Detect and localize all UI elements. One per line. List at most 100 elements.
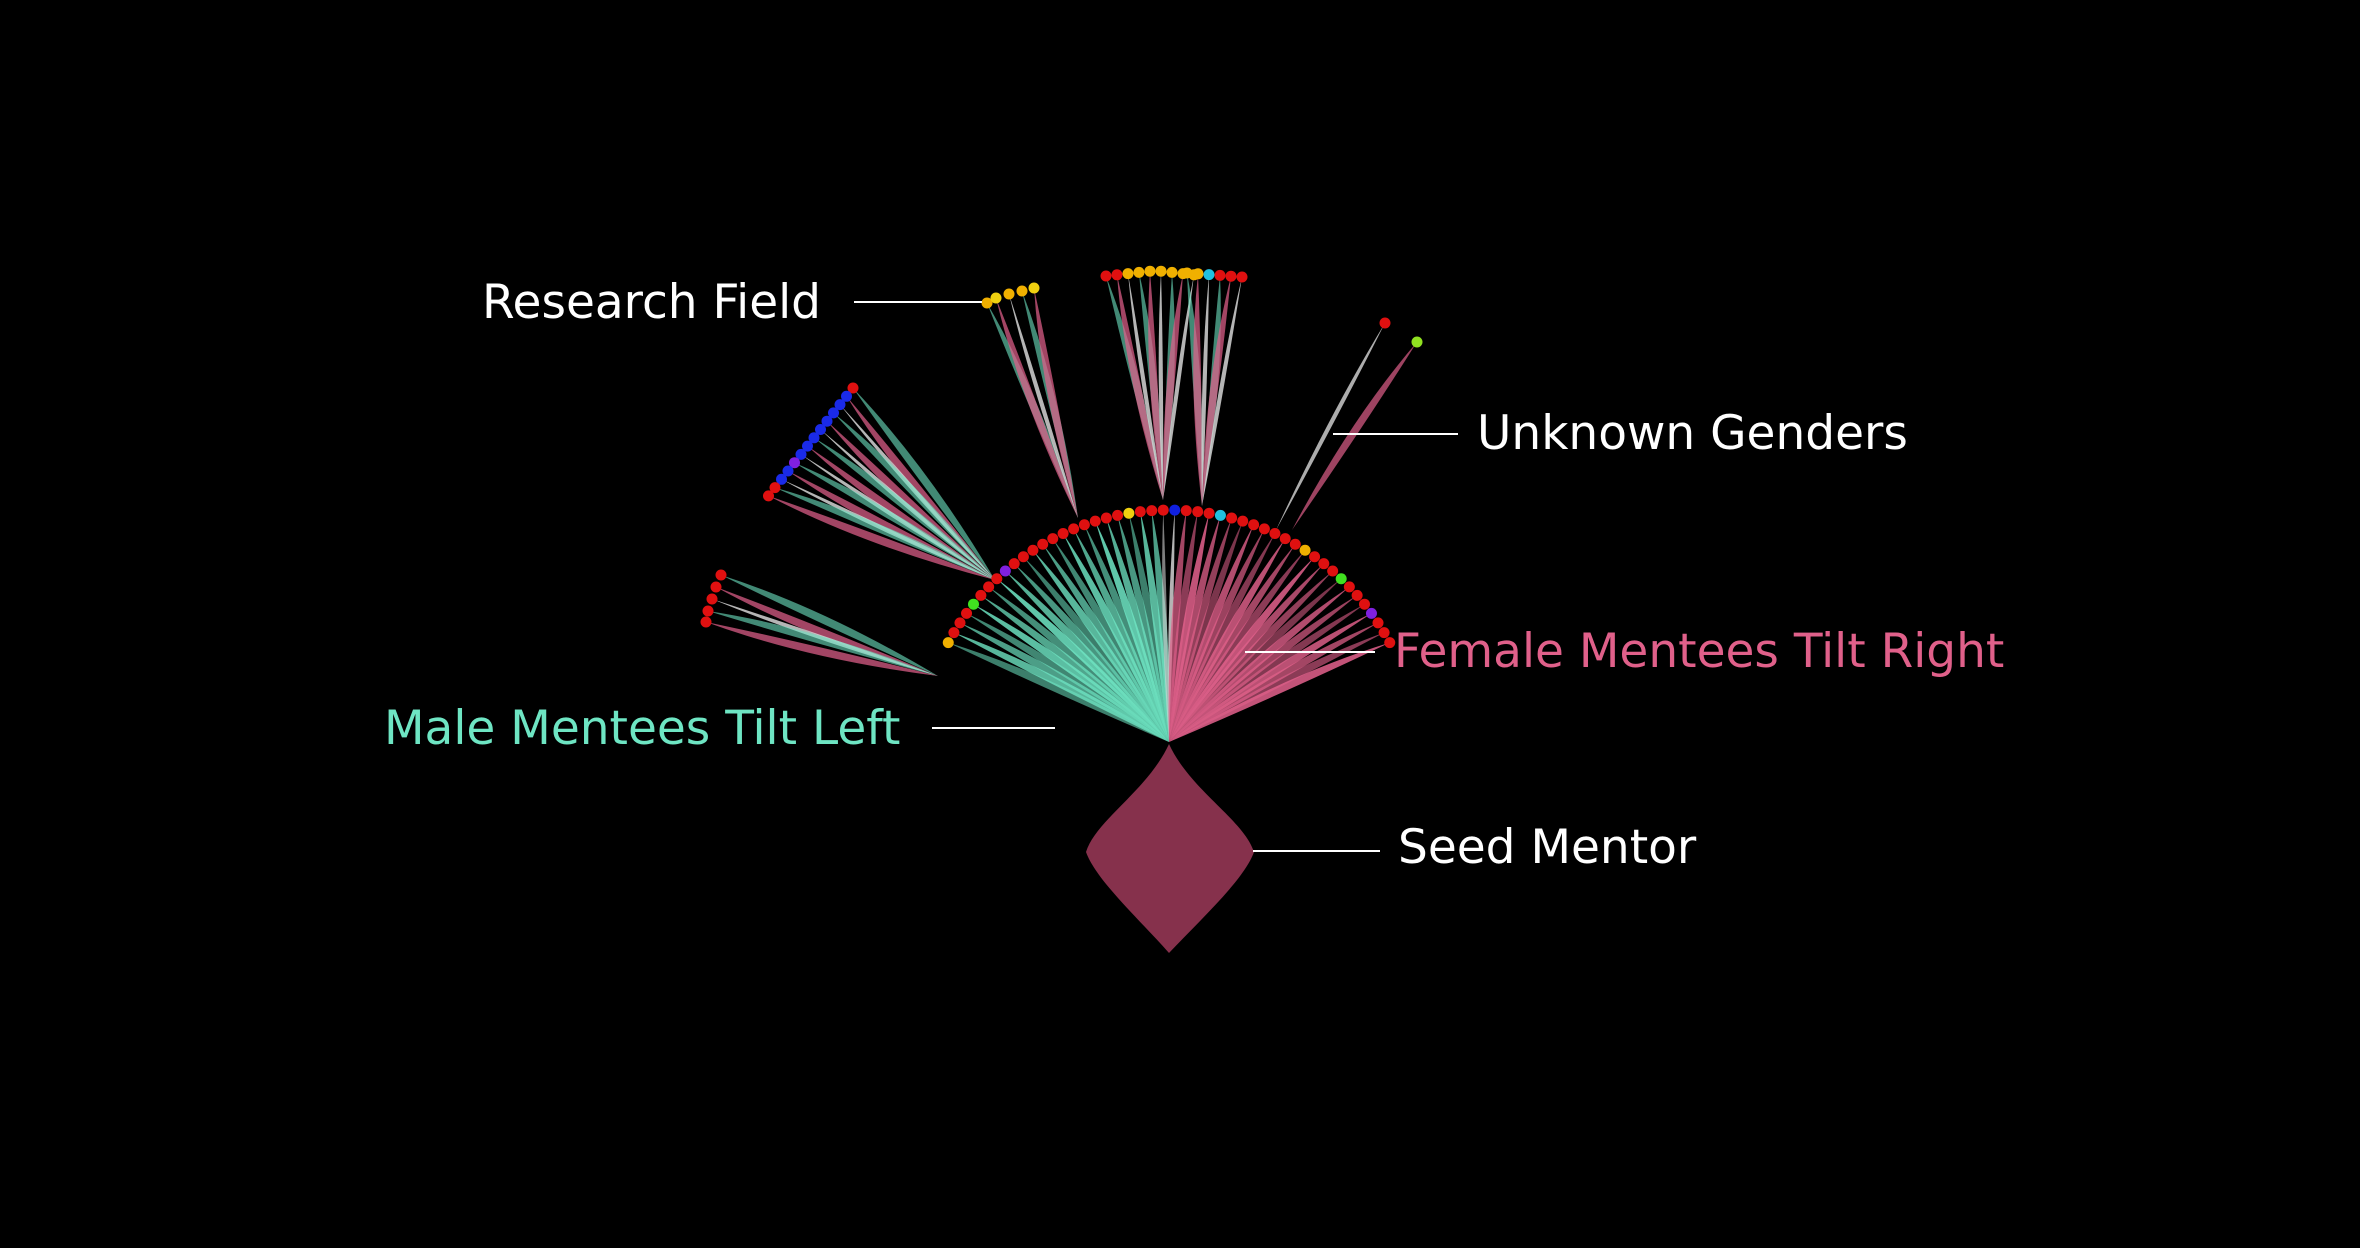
field-dot: [961, 607, 973, 619]
left-high-fan-dot: [776, 473, 787, 485]
left-high-fan-branch: [788, 471, 995, 580]
left-high-fan-branch: [846, 396, 995, 580]
mentee-branch: [1162, 510, 1169, 742]
annotation-layer: Research Field Unknown Genders Female Me…: [384, 275, 2004, 875]
left-low-fan-dot: [710, 581, 722, 593]
field-dot: [967, 598, 979, 610]
mentee-branch: [1128, 513, 1169, 742]
field-dot: [1047, 533, 1059, 545]
research-field-fan-dot: [981, 297, 993, 309]
mentee-branch: [973, 604, 1169, 742]
seed-mentor-label: Seed Mentor: [1398, 820, 1697, 875]
top-fan-1-branch: [1158, 271, 1164, 500]
field-dot: [1037, 538, 1049, 550]
field-dot: [1057, 528, 1069, 540]
top-fan-2-dot: [1214, 269, 1226, 281]
top-fan-1-dot: [1111, 269, 1123, 281]
mentee-branch: [1117, 515, 1169, 742]
unknown-gender-dot: [1379, 317, 1391, 329]
left-high-fan-branch: [775, 487, 995, 580]
field-dot: [1017, 551, 1029, 563]
left-high-fan-dot: [782, 465, 794, 477]
field-dot: [983, 581, 995, 593]
research-field-fan-dot: [1028, 282, 1040, 294]
left-high-fan-dot: [815, 424, 826, 435]
left-low-fan-dot: [702, 605, 714, 617]
field-dot: [1359, 598, 1371, 610]
field-dot: [1318, 558, 1330, 570]
field-dot: [1351, 589, 1363, 601]
mentee-branch: [1042, 544, 1169, 742]
mentee-branch: [996, 578, 1169, 742]
left-low-fan-dot: [715, 569, 727, 581]
field-dot: [1279, 533, 1291, 545]
top-fan-1-dot: [1100, 270, 1112, 282]
field-dot: [1378, 627, 1390, 639]
field-dot: [1309, 551, 1321, 563]
top-fan-1-dot: [1166, 266, 1178, 278]
mentee-branch: [1052, 538, 1169, 742]
top-fan-1-branch: [1128, 273, 1163, 500]
field-dot: [954, 617, 966, 629]
seed-layer: [1086, 744, 1254, 953]
field-dot: [1112, 509, 1124, 521]
left-high-fan-branch: [814, 437, 995, 580]
field-dot: [1248, 519, 1260, 531]
mentee-branch: [1014, 563, 1169, 742]
mentee-branch: [1005, 571, 1169, 742]
left-high-fan-dot: [808, 432, 820, 444]
top-fan-1-dot: [1144, 265, 1156, 277]
left-high-fan-dot: [834, 399, 846, 411]
field-dot: [1078, 519, 1090, 531]
mentee-branch: [948, 642, 1169, 742]
mentee-branch: [959, 622, 1169, 742]
research-field-fan-branch: [996, 298, 1078, 518]
top-fan-1-branch: [1162, 273, 1183, 500]
field-dot: [1343, 581, 1355, 593]
left-high-fan-dot: [769, 482, 781, 494]
field-dot: [1269, 528, 1281, 540]
field-dot: [1203, 507, 1215, 519]
top-fan-1-dot: [1122, 268, 1134, 280]
top-fan-2-dot: [1203, 269, 1215, 281]
unknown-gender-branch: [1292, 342, 1417, 530]
left-high-fan-branch: [827, 421, 995, 580]
field-dot: [1289, 538, 1301, 550]
mentee-branch: [1084, 524, 1169, 742]
top-fan-2-dot: [1192, 268, 1204, 280]
male-tilt-label: Male Mentees Tilt Left: [384, 701, 900, 756]
left-high-fan-branch: [853, 388, 995, 580]
top-fan-2-dot: [1181, 267, 1193, 279]
mentee-branch: [1032, 550, 1169, 742]
field-dot: [1089, 515, 1101, 527]
top-fan-2-dot: [1225, 270, 1237, 282]
left-low-fan-branch: [716, 587, 938, 676]
field-dot: [1123, 507, 1135, 519]
left-high-fan-dot: [763, 490, 774, 502]
field-dot: [999, 565, 1011, 577]
unknown-gender-dot: [1411, 336, 1423, 348]
seed-mentor-shape: [1086, 744, 1254, 953]
research-field-dots: [700, 265, 1423, 649]
mentee-branch: [1095, 521, 1169, 742]
female-tilt-label: Female Mentees Tilt Right: [1394, 624, 2004, 679]
research-field-label: Research Field: [482, 275, 821, 330]
research-field-fan-dot: [1003, 288, 1015, 300]
field-dot: [1157, 504, 1169, 516]
field-dot: [1169, 504, 1181, 516]
top-fan-2-branch: [1193, 273, 1203, 506]
top-fan-1-branch: [1117, 274, 1163, 500]
field-dot: [1134, 506, 1146, 518]
mentee-branch: [953, 632, 1169, 742]
research-field-fan-branch: [1034, 288, 1078, 518]
mentee-branch: [1106, 517, 1169, 742]
field-dot: [1100, 512, 1112, 524]
field-dot: [1327, 565, 1339, 577]
mentee-branch: [1169, 642, 1390, 742]
field-dot: [1068, 523, 1080, 535]
field-dot: [1258, 523, 1270, 535]
field-dot: [1384, 637, 1396, 649]
left-low-fan-dot: [700, 616, 712, 628]
field-dot: [991, 573, 1003, 585]
